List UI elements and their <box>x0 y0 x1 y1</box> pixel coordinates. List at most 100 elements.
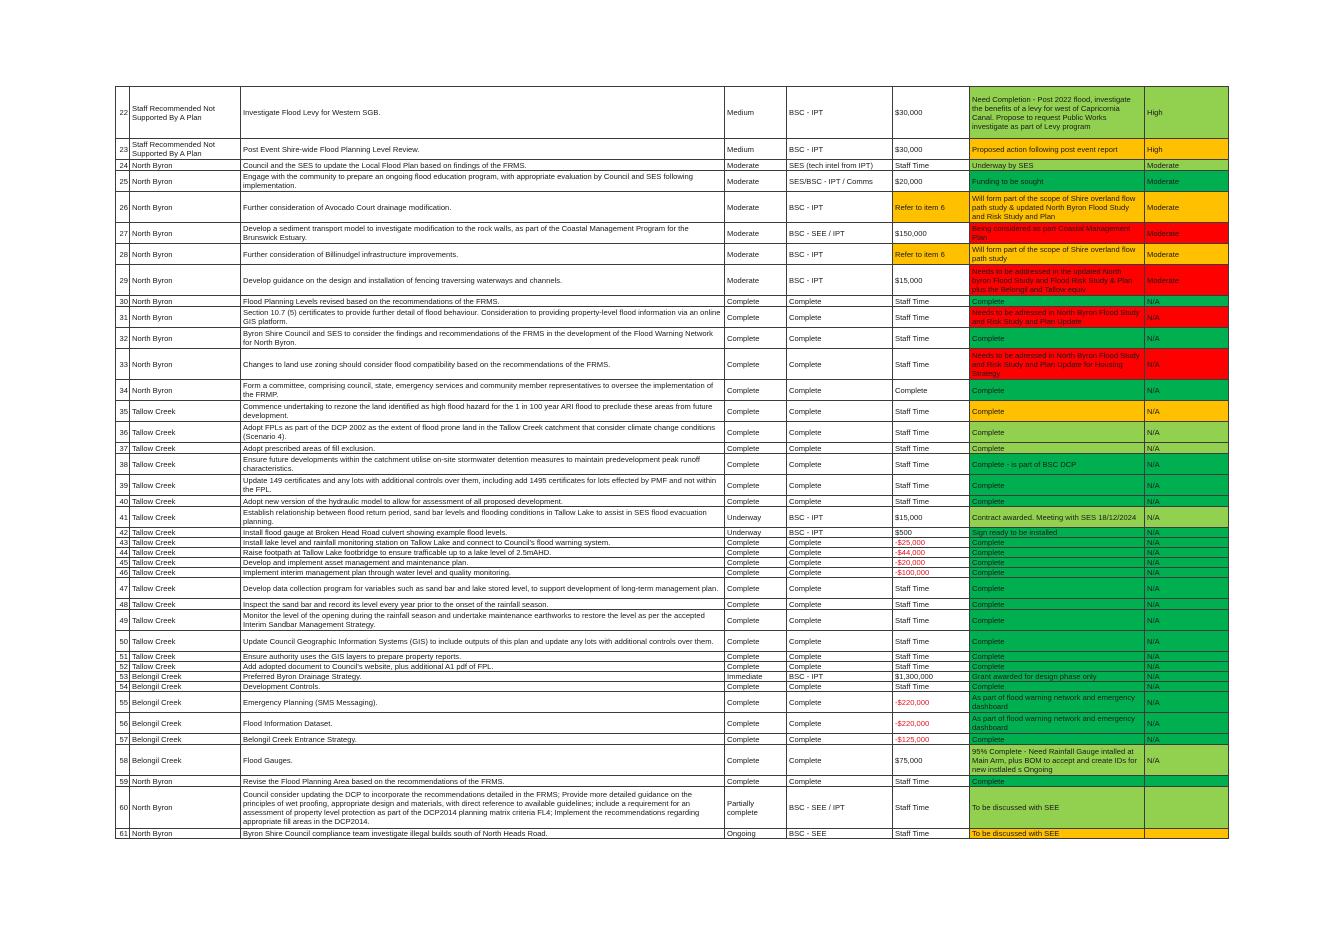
action-cell: Byron Shire Council compliance team inve… <box>240 828 725 839</box>
cost-cell: Staff Time <box>892 661 970 672</box>
responsibility-cell: Complete <box>786 400 893 422</box>
responsibility-cell: Complete <box>786 295 893 307</box>
area-cell: North Byron <box>129 159 241 171</box>
item-number-cell: 56 <box>115 712 130 734</box>
priority-cell: Moderate <box>724 222 787 244</box>
rating-cell: N/A <box>1144 348 1229 380</box>
action-cell: Install lake level and rainfall monitori… <box>240 537 725 548</box>
rating-cell: N/A <box>1144 577 1229 599</box>
rating-cell: High <box>1144 86 1229 139</box>
cost-cell: Staff Time <box>892 453 970 475</box>
cost-cell: Staff Time <box>892 775 970 787</box>
responsibility-cell: Complete <box>786 547 893 558</box>
area-cell: Tallow Creek <box>129 453 241 475</box>
table-row: 58 Belongil Creek Flood Gauges. Complete Com… <box>115 744 1229 776</box>
responsibility-cell: BSC - IPT <box>786 138 893 160</box>
priority-cell: Complete <box>724 327 787 349</box>
item-number-cell: 29 <box>115 264 130 296</box>
cost-cell: $1,300,000 <box>892 671 970 682</box>
cost-cell: Refer to item 6 <box>892 243 970 265</box>
item-number-cell: 36 <box>115 421 130 443</box>
item-number-cell: 41 <box>115 506 130 528</box>
priority-cell: Complete <box>724 537 787 548</box>
cost-cell: Staff Time <box>892 474 970 496</box>
responsibility-cell: Complete <box>786 306 893 328</box>
area-cell: Tallow Creek <box>129 661 241 672</box>
item-number-cell: 42 <box>115 527 130 538</box>
area-cell: North Byron <box>129 191 241 223</box>
action-cell: Adopt FPLs as part of the DCP 2002 as th… <box>240 421 725 443</box>
item-number-cell: 38 <box>115 453 130 475</box>
rating-cell: Moderate <box>1144 159 1229 171</box>
area-cell: North Byron <box>129 327 241 349</box>
priority-cell: Immediate <box>724 671 787 682</box>
status-cell: Funding to be sought <box>969 170 1145 192</box>
priority-cell: Complete <box>724 474 787 496</box>
table-row: 55 Belongil Creek Emergency Planning (SMS … <box>115 691 1229 713</box>
priority-cell: Moderate <box>724 264 787 296</box>
table-row: 50 Tallow Creek Update Council Geographic … <box>115 630 1229 652</box>
rating-cell: N/A <box>1144 557 1229 568</box>
responsibility-cell: Complete <box>786 421 893 443</box>
item-number-cell: 61 <box>115 828 130 839</box>
rating-cell: Moderate <box>1144 191 1229 223</box>
rating-cell: N/A <box>1144 712 1229 734</box>
table-row: 60 North Byron Council consider updating t… <box>115 786 1229 829</box>
item-number-cell: 35 <box>115 400 130 422</box>
area-cell: Tallow Creek <box>129 630 241 652</box>
priority-cell: Complete <box>724 379 787 401</box>
rating-cell: N/A <box>1144 306 1229 328</box>
cost-cell: Staff Time <box>892 651 970 662</box>
status-cell: Complete <box>969 661 1145 672</box>
item-number-cell: 58 <box>115 744 130 776</box>
responsibility-cell: Complete <box>786 661 893 672</box>
action-cell: Development Controls. <box>240 681 725 692</box>
action-cell: Ensure future developments within the ca… <box>240 453 725 475</box>
status-cell: Complete <box>969 400 1145 422</box>
action-cell: Emergency Planning (SMS Messaging). <box>240 691 725 713</box>
item-number-cell: 40 <box>115 495 130 507</box>
area-cell: Belongil Creek <box>129 733 241 745</box>
priority-cell: Complete <box>724 495 787 507</box>
priority-cell: Complete <box>724 775 787 787</box>
cost-cell: Staff Time <box>892 609 970 631</box>
action-cell: Adopt prescribed areas of fill exclusion… <box>240 442 725 454</box>
area-cell: Tallow Creek <box>129 400 241 422</box>
item-number-cell: 47 <box>115 577 130 599</box>
area-cell: North Byron <box>129 775 241 787</box>
table-row: 45 Tallow Creek Develop and implement asse… <box>115 557 1229 568</box>
table-row: 40 Tallow Creek Adopt new version of the h… <box>115 495 1229 507</box>
status-cell: Needs to be addressed in the updated Nor… <box>969 264 1145 296</box>
responsibility-cell: BSC - IPT <box>786 243 893 265</box>
priority-cell: Moderate <box>724 159 787 171</box>
action-cell: Establish relationship between flood ret… <box>240 506 725 528</box>
item-number-cell: 22 <box>115 86 130 139</box>
table-row: 35 Tallow Creek Commence undertaking to re… <box>115 400 1229 422</box>
rating-cell: High <box>1144 138 1229 160</box>
priority-cell: Complete <box>724 557 787 568</box>
table-row: 38 Tallow Creek Ensure future developments… <box>115 453 1229 475</box>
table-row: 37 Tallow Creek Adopt prescribed areas of … <box>115 442 1229 454</box>
responsibility-cell: Complete <box>786 327 893 349</box>
status-cell: Complete <box>969 537 1145 548</box>
rating-cell: N/A <box>1144 327 1229 349</box>
responsibility-cell: Complete <box>786 442 893 454</box>
table-row: 28 North Byron Further consideration of Bi… <box>115 243 1229 265</box>
cost-cell: Refer to item 6 <box>892 191 970 223</box>
area-cell: North Byron <box>129 786 241 829</box>
table-row: 25 North Byron Engage with the community t… <box>115 170 1229 192</box>
priority-cell: Moderate <box>724 170 787 192</box>
action-cell: Form a committee, comprising council, st… <box>240 379 725 401</box>
priority-cell: Complete <box>724 306 787 328</box>
priority-cell: Ongoing <box>724 828 787 839</box>
priority-cell: Complete <box>724 681 787 692</box>
rating-cell: N/A <box>1144 733 1229 745</box>
status-cell: Complete <box>969 567 1145 578</box>
cost-cell: Staff Time <box>892 598 970 610</box>
item-number-cell: 53 <box>115 671 130 682</box>
item-number-cell: 31 <box>115 306 130 328</box>
flood-actions-table: 22 Staff Recommended Not Supported By A P… <box>115 86 1229 839</box>
item-number-cell: 25 <box>115 170 130 192</box>
responsibility-cell: Complete <box>786 691 893 713</box>
status-cell: Will form part of the scope of Shire ove… <box>969 243 1145 265</box>
